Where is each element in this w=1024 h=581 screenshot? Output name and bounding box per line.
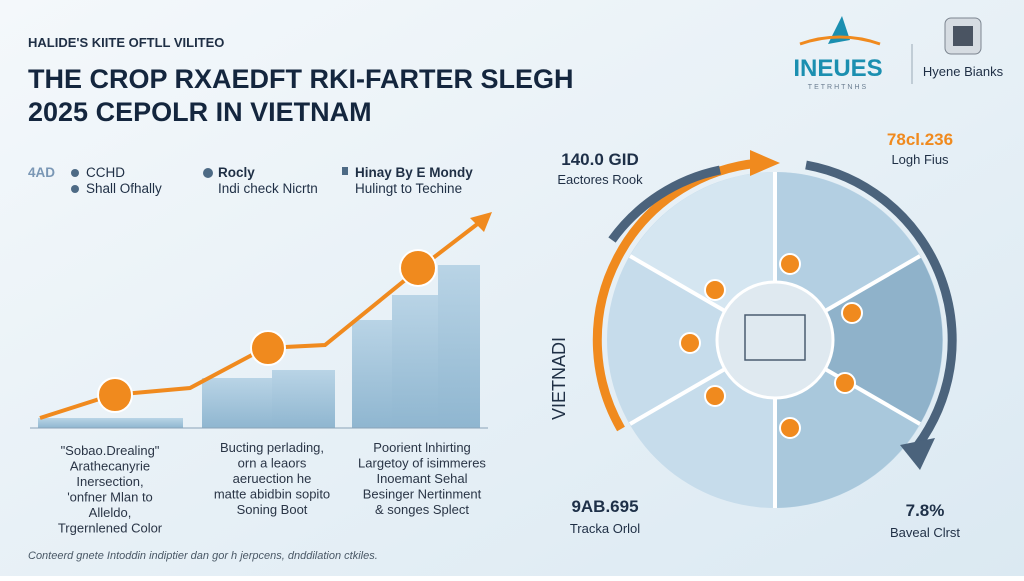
stat-value: 9AB.695: [571, 497, 638, 516]
caption-line: "Sobao.Drealing": [61, 443, 160, 458]
stat-label: Baveal Clrst: [890, 525, 960, 540]
caption-line: Inersection,: [76, 474, 143, 489]
caption-line: Inoemant Sehal: [376, 471, 467, 486]
step-chart: [30, 212, 492, 429]
legend-title: Rocly: [218, 165, 255, 180]
side-label: VIETNADI: [549, 337, 569, 420]
legend-text: Shall Ofhally: [86, 181, 162, 196]
logo-name: Hyene Bianks: [923, 64, 1004, 79]
caption-line: Largetoy of isimmeres: [358, 456, 486, 471]
caption-line: Bucting perlading,: [220, 440, 324, 455]
caption-line: 'onfner Mlan to: [67, 490, 153, 505]
legend: 4AD CCHD Shall Ofhally Rocly Indi check …: [28, 165, 473, 196]
legend-tag: 4AD: [28, 165, 55, 180]
title-line: 2025 CEPOLR IN VIETNAM: [28, 97, 372, 127]
caption-line: Trgernlened Color: [58, 521, 163, 536]
title-line: THE CROP RXAEDFT RKI-FARTER SLEGH: [28, 64, 574, 94]
stat-label: Tracka Orlol: [570, 521, 640, 536]
legend-title: CCHD: [86, 165, 125, 180]
caption-line: Arathecanyrie: [70, 459, 150, 474]
caption-line: aeruection he: [233, 471, 312, 486]
caption-line: Besinger Nertinment: [363, 487, 482, 502]
kicker: HALIDE'S KIITE OFTLL VILITEO: [28, 35, 224, 50]
logo-name: INEUES: [793, 55, 882, 82]
footer: Conteerd gnete Intoddin indiptier dan go…: [28, 550, 378, 562]
logo-sub: TETRHTNHS: [808, 84, 868, 91]
circle-diagram: [592, 150, 957, 508]
legend-text: Hulingt to Techine: [355, 181, 462, 196]
caption-line: Soning Boot: [237, 502, 308, 517]
logo: INEUES TETRHTNHS Hyene Bianks: [793, 16, 1004, 91]
caption-line: matte abidbin sopito: [214, 487, 330, 502]
caption-line: Poorient lnhirting: [373, 440, 471, 455]
caption-line: Alleldo,: [89, 505, 132, 520]
legend-title: Hinay By E Mondy: [355, 165, 473, 180]
stat-value: 78cl.236: [887, 130, 953, 149]
caption-line: & songes Splect: [375, 502, 469, 517]
stat-label: Eactores Rook: [557, 172, 643, 187]
stat-label: Logh Fius: [891, 152, 949, 167]
legend-text: Indi check Nicrtn: [218, 181, 318, 196]
caption-line: orn a leaors: [238, 456, 307, 471]
stat-value: 7.8%: [906, 501, 945, 520]
stat-value: 140.0 GID: [561, 150, 639, 169]
captions: "Sobao.Drealing"ArathecanyrieInersection…: [58, 440, 487, 536]
